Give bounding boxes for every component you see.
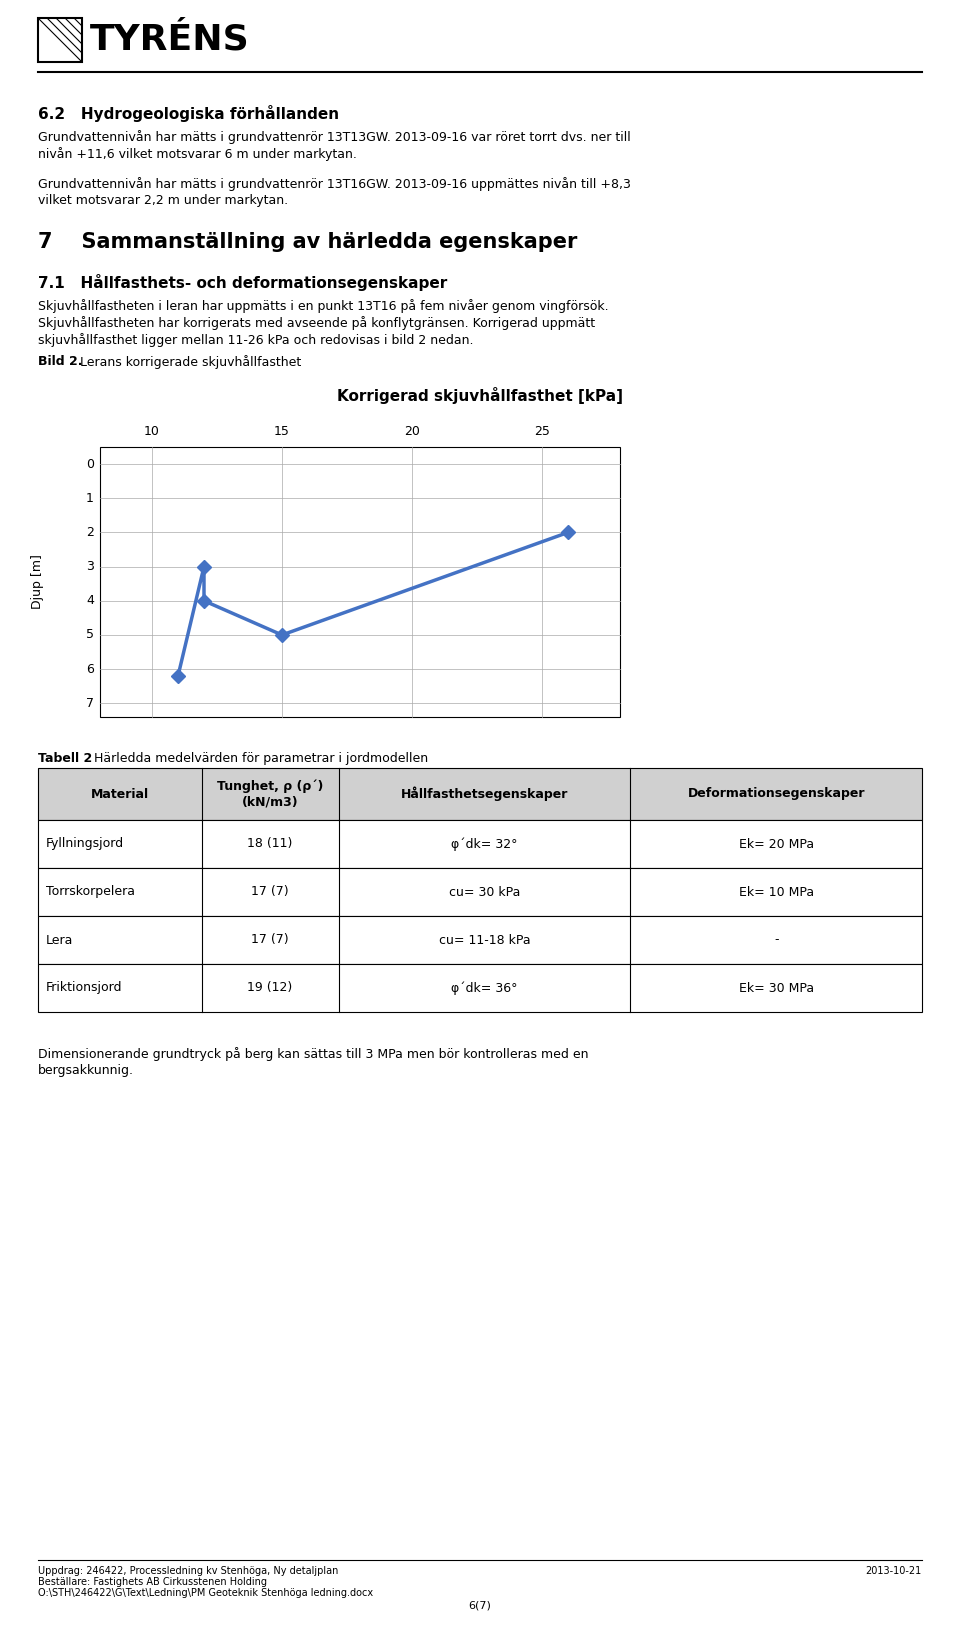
Text: 1: 1 — [86, 491, 94, 504]
Bar — [38, 18, 82, 62]
Text: Beställare: Fastighets AB Cirkusstenen Holding: Beställare: Fastighets AB Cirkusstenen H… — [38, 1577, 267, 1586]
Text: 4: 4 — [86, 594, 94, 607]
Text: Friktionsjord: Friktionsjord — [46, 981, 123, 994]
Bar — [38, 868, 922, 916]
Text: 20: 20 — [404, 424, 420, 437]
Text: Material: Material — [90, 788, 149, 801]
Text: 25: 25 — [534, 424, 550, 437]
Text: Grundvattennivån har mätts i grundvattenrör 13T16GW. 2013-09-16 uppmättes nivån : Grundvattennivån har mätts i grundvatten… — [38, 176, 631, 191]
Text: Härledda medelvärden för parametrar i jordmodellen: Härledda medelvärden för parametrar i jo… — [90, 752, 428, 765]
Text: 0: 0 — [86, 457, 94, 470]
Text: 3: 3 — [86, 560, 94, 573]
Text: Tabell 2: Tabell 2 — [38, 752, 92, 765]
Text: 7.1   Hållfasthets- och deformationsegenskaper: 7.1 Hållfasthets- och deformationsegensk… — [38, 274, 447, 290]
Text: 5: 5 — [86, 628, 94, 641]
Text: 7: 7 — [86, 697, 94, 710]
Bar — [38, 769, 922, 819]
Text: 10: 10 — [144, 424, 160, 437]
Text: vilket motsvarar 2,2 m under markytan.: vilket motsvarar 2,2 m under markytan. — [38, 194, 288, 207]
Text: Fyllningsjord: Fyllningsjord — [46, 837, 124, 850]
Text: bergsakkunnig.: bergsakkunnig. — [38, 1064, 134, 1077]
Text: cu= 11-18 kPa: cu= 11-18 kPa — [439, 934, 530, 947]
Bar — [38, 819, 922, 868]
Text: Deformationsegenskaper: Deformationsegenskaper — [687, 788, 865, 801]
Text: cu= 30 kPa: cu= 30 kPa — [448, 886, 520, 899]
Text: -: - — [774, 934, 779, 947]
Text: 6.2   Hydrogeologiska förhållanden: 6.2 Hydrogeologiska förhållanden — [38, 104, 339, 122]
Text: Uppdrag: 246422, Processledning kv Stenhöga, Ny detaljplan: Uppdrag: 246422, Processledning kv Stenh… — [38, 1567, 338, 1577]
Text: Tunghet, ρ (ρ´): Tunghet, ρ (ρ´) — [217, 778, 324, 793]
Text: Torrskorpelera: Torrskorpelera — [46, 886, 135, 899]
Text: (kN/m3): (kN/m3) — [242, 795, 299, 808]
Text: 6(7): 6(7) — [468, 1599, 492, 1611]
Text: Lera: Lera — [46, 934, 73, 947]
Text: nivån +11,6 vilket motsvarar 6 m under markytan.: nivån +11,6 vilket motsvarar 6 m under m… — [38, 147, 357, 162]
Text: Hållfasthetsegenskaper: Hållfasthetsegenskaper — [400, 787, 568, 801]
Text: Skjuvhållfastheten har korrigerats med avseende på konflytgränsen. Korrigerad up: Skjuvhållfastheten har korrigerats med a… — [38, 317, 595, 330]
Text: 17 (7): 17 (7) — [252, 934, 289, 947]
Text: φ´dk= 32°: φ´dk= 32° — [451, 837, 517, 850]
Text: 2013-10-21: 2013-10-21 — [866, 1567, 922, 1577]
Text: Ek= 30 MPa: Ek= 30 MPa — [738, 981, 814, 994]
Text: 17 (7): 17 (7) — [252, 886, 289, 899]
Bar — [38, 965, 922, 1012]
Text: Bild 2.: Bild 2. — [38, 356, 83, 367]
Text: TYRÉNS: TYRÉNS — [90, 23, 250, 57]
Bar — [100, 447, 620, 716]
Text: Djup [m]: Djup [m] — [32, 555, 44, 609]
Text: Korrigerad skjuvhållfasthet [kPa]: Korrigerad skjuvhållfasthet [kPa] — [337, 387, 623, 405]
Text: Dimensionerande grundtryck på berg kan sättas till 3 MPa men bör kontrolleras me: Dimensionerande grundtryck på berg kan s… — [38, 1048, 588, 1061]
Text: Ek= 20 MPa: Ek= 20 MPa — [738, 837, 814, 850]
Text: 7    Sammanställning av härledda egenskaper: 7 Sammanställning av härledda egenskaper — [38, 232, 577, 251]
Text: φ´dk= 36°: φ´dk= 36° — [451, 981, 517, 996]
Text: 15: 15 — [274, 424, 290, 437]
Text: Ek= 10 MPa: Ek= 10 MPa — [738, 886, 814, 899]
Text: Skjuvhållfastheten i leran har uppmätts i en punkt 13T16 på fem nivåer genom vin: Skjuvhållfastheten i leran har uppmätts … — [38, 299, 609, 313]
Text: 19 (12): 19 (12) — [248, 981, 293, 994]
Text: 2: 2 — [86, 526, 94, 539]
Text: O:\STH\246422\G\Text\Ledning\PM Geoteknik Stenhöga ledning.docx: O:\STH\246422\G\Text\Ledning\PM Geotekni… — [38, 1588, 373, 1598]
Bar — [38, 916, 922, 965]
Text: skjuvhållfasthet ligger mellan 11-26 kPa och redovisas i bild 2 nedan.: skjuvhållfasthet ligger mellan 11-26 kPa… — [38, 333, 473, 348]
Text: 6: 6 — [86, 663, 94, 676]
Text: 18 (11): 18 (11) — [248, 837, 293, 850]
Text: Grundvattennivån har mätts i grundvattenrör 13T13GW. 2013-09-16 var röret torrt : Grundvattennivån har mätts i grundvatten… — [38, 131, 631, 144]
Text: Lerans korrigerade skjuvhållfasthet: Lerans korrigerade skjuvhållfasthet — [76, 356, 301, 369]
